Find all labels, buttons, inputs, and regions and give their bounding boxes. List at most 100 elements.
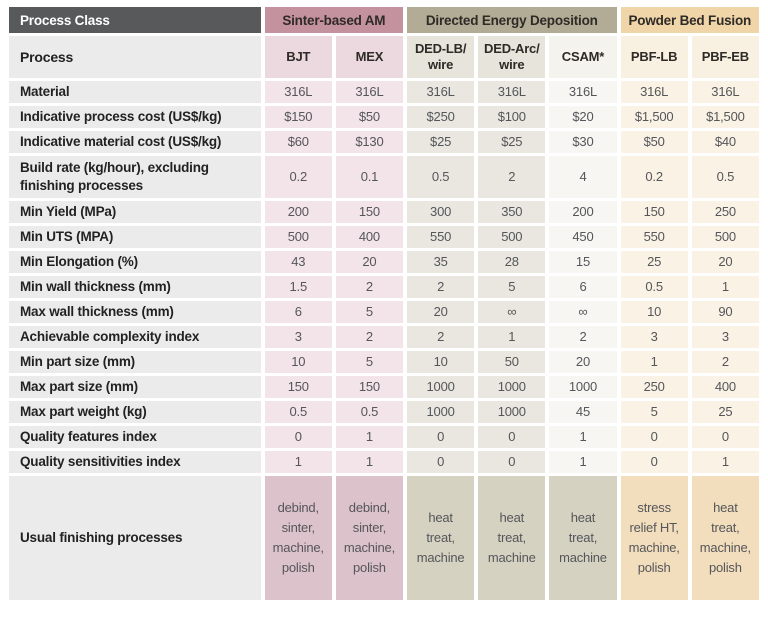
table-row-min-uts-mpa: Min UTS (MPA) 500 400 550 500 450 550 500 — [9, 226, 759, 248]
cell-material-csam: 316L — [549, 81, 617, 103]
process-row-label: Process — [9, 36, 261, 78]
cell-min-yield-mpa-pbf-eb: 250 — [691, 201, 759, 223]
cell-max-part-size-mm-ded-arc-wire: 1000 — [478, 376, 546, 398]
row-label-achievable-complexity-index: Achievable complexity index — [9, 326, 261, 348]
cell-max-part-weight-kg-mex: 0.5 — [335, 401, 404, 423]
cell-max-part-weight-kg-bjt: 0.5 — [264, 401, 332, 423]
row-label-build-rate-kg-hour-excluding-finishing-processes: Build rate (kg/hour), excluding finishin… — [9, 156, 261, 198]
cell-indicative-process-cost-us-kg-ded-arc-wire: $100 — [478, 106, 546, 128]
cell-quality-sensitivities-index-ded-arc-wire: 0 — [478, 451, 546, 473]
cell-min-wall-thickness-mm-mex: 2 — [335, 276, 404, 298]
cell-indicative-process-cost-us-kg-mex: $50 — [335, 106, 404, 128]
cell-min-uts-mpa-mex: 400 — [335, 226, 404, 248]
table-row-max-part-weight-kg: Max part weight (kg) 0.5 0.5 1000 1000 45 5 25 — [9, 401, 759, 423]
cell-min-part-size-mm-pbf-lb: 1 — [620, 351, 688, 373]
cell-usual-finishing-processes-bjt: debind, sinter, machine, polish — [264, 476, 332, 600]
finishing-row: Usual finishing processes debind, sinter,… — [9, 476, 759, 600]
cell-indicative-material-cost-us-kg-csam: $30 — [549, 131, 617, 153]
cell-min-uts-mpa-bjt: 500 — [264, 226, 332, 248]
cell-min-elongation-pbf-eb: 20 — [691, 251, 759, 273]
cell-min-yield-mpa-ded-lb-wire: 300 — [407, 201, 475, 223]
cell-min-yield-mpa-mex: 150 — [335, 201, 404, 223]
cell-min-part-size-mm-ded-lb-wire: 10 — [407, 351, 475, 373]
cell-min-wall-thickness-mm-csam: 6 — [549, 276, 617, 298]
cell-indicative-process-cost-us-kg-ded-lb-wire: $250 — [407, 106, 475, 128]
cell-min-elongation-ded-lb-wire: 35 — [407, 251, 475, 273]
cell-achievable-complexity-index-csam: 2 — [549, 326, 617, 348]
row-label-quality-sensitivities-index: Quality sensitivities index — [9, 451, 261, 473]
cell-max-part-weight-kg-csam: 45 — [549, 401, 617, 423]
cell-max-wall-thickness-mm-ded-arc-wire: ∞ — [478, 301, 546, 323]
cell-min-wall-thickness-mm-pbf-eb: 1 — [691, 276, 759, 298]
cell-max-part-size-mm-mex: 150 — [335, 376, 404, 398]
cell-quality-features-index-mex: 1 — [335, 426, 404, 448]
group-header-powder-bed-fusion: Powder Bed Fusion — [620, 7, 759, 33]
cell-material-ded-arc-wire: 316L — [478, 81, 546, 103]
group-header-sinter-based-am: Sinter-based AM — [264, 7, 404, 33]
cell-max-part-weight-kg-pbf-eb: 25 — [691, 401, 759, 423]
group-header-directed-energy-deposition: Directed Energy Deposition — [407, 7, 617, 33]
process-header-row: Process BJT MEX DED-LB/ wire DED-Arc/ wire C… — [9, 36, 759, 78]
cell-min-uts-mpa-pbf-lb: 550 — [620, 226, 688, 248]
cell-material-ded-lb-wire: 316L — [407, 81, 475, 103]
cell-min-uts-mpa-ded-arc-wire: 500 — [478, 226, 546, 248]
cell-usual-finishing-processes-mex: debind, sinter, machine, polish — [335, 476, 404, 600]
column-header-pbf-eb: PBF-EB — [691, 36, 759, 78]
cell-build-rate-kg-hour-excluding-finishing-processes-mex: 0.1 — [335, 156, 404, 198]
row-label-max-wall-thickness-mm: Max wall thickness (mm) — [9, 301, 261, 323]
cell-build-rate-kg-hour-excluding-finishing-processes-csam: 4 — [549, 156, 617, 198]
cell-quality-features-index-csam: 1 — [549, 426, 617, 448]
cell-max-wall-thickness-mm-pbf-eb: 90 — [691, 301, 759, 323]
row-label-usual-finishing-processes: Usual finishing processes — [9, 476, 261, 600]
cell-quality-sensitivities-index-mex: 1 — [335, 451, 404, 473]
cell-min-uts-mpa-pbf-eb: 500 — [691, 226, 759, 248]
cell-quality-sensitivities-index-pbf-lb: 0 — [620, 451, 688, 473]
cell-indicative-material-cost-us-kg-ded-arc-wire: $25 — [478, 131, 546, 153]
table-row-material: Material 316L 316L 316L 316L 316L 316L 316L — [9, 81, 759, 103]
cell-indicative-material-cost-us-kg-pbf-eb: $40 — [691, 131, 759, 153]
cell-indicative-process-cost-us-kg-pbf-eb: $1,500 — [691, 106, 759, 128]
cell-achievable-complexity-index-ded-arc-wire: 1 — [478, 326, 546, 348]
am-process-comparison-table: Process Class Sinter-based AM Directed En… — [5, 4, 763, 603]
cell-quality-sensitivities-index-pbf-eb: 1 — [691, 451, 759, 473]
cell-max-wall-thickness-mm-csam: ∞ — [549, 301, 617, 323]
cell-max-wall-thickness-mm-ded-lb-wire: 20 — [407, 301, 475, 323]
cell-achievable-complexity-index-pbf-eb: 3 — [691, 326, 759, 348]
cell-quality-sensitivities-index-bjt: 1 — [264, 451, 332, 473]
cell-achievable-complexity-index-pbf-lb: 3 — [620, 326, 688, 348]
cell-indicative-process-cost-us-kg-pbf-lb: $1,500 — [620, 106, 688, 128]
table-body: Material 316L 316L 316L 316L 316L 316L 316L Indi… — [9, 81, 759, 600]
row-label-indicative-process-cost-us-kg: Indicative process cost (US$/kg) — [9, 106, 261, 128]
cell-quality-sensitivities-index-csam: 1 — [549, 451, 617, 473]
cell-min-wall-thickness-mm-pbf-lb: 0.5 — [620, 276, 688, 298]
cell-min-elongation-pbf-lb: 25 — [620, 251, 688, 273]
cell-usual-finishing-processes-ded-arc-wire: heat treat, machine — [478, 476, 546, 600]
table-row-build-rate-kg-hour-excluding-finishing-processes: Build rate (kg/hour), excluding finishin… — [9, 156, 759, 198]
cell-usual-finishing-processes-pbf-eb: heat treat, machine, polish — [691, 476, 759, 600]
cell-quality-sensitivities-index-ded-lb-wire: 0 — [407, 451, 475, 473]
cell-quality-features-index-pbf-eb: 0 — [691, 426, 759, 448]
cell-max-part-size-mm-csam: 1000 — [549, 376, 617, 398]
column-header-csam: CSAM* — [549, 36, 617, 78]
cell-quality-features-index-ded-lb-wire: 0 — [407, 426, 475, 448]
table-row-min-part-size-mm: Min part size (mm) 10 5 10 50 20 1 2 — [9, 351, 759, 373]
cell-min-wall-thickness-mm-ded-lb-wire: 2 — [407, 276, 475, 298]
cell-max-part-weight-kg-ded-arc-wire: 1000 — [478, 401, 546, 423]
column-header-bjt: BJT — [264, 36, 332, 78]
cell-min-yield-mpa-csam: 200 — [549, 201, 617, 223]
cell-indicative-material-cost-us-kg-pbf-lb: $50 — [620, 131, 688, 153]
process-class-band-row: Process Class Sinter-based AM Directed En… — [9, 7, 759, 33]
cell-indicative-process-cost-us-kg-bjt: $150 — [264, 106, 332, 128]
cell-max-part-size-mm-pbf-lb: 250 — [620, 376, 688, 398]
cell-quality-features-index-pbf-lb: 0 — [620, 426, 688, 448]
cell-build-rate-kg-hour-excluding-finishing-processes-ded-lb-wire: 0.5 — [407, 156, 475, 198]
cell-max-wall-thickness-mm-bjt: 6 — [264, 301, 332, 323]
cell-min-part-size-mm-pbf-eb: 2 — [691, 351, 759, 373]
cell-min-part-size-mm-ded-arc-wire: 50 — [478, 351, 546, 373]
table-row-min-yield-mpa: Min Yield (MPa) 200 150 300 350 200 150 250 — [9, 201, 759, 223]
cell-min-elongation-mex: 20 — [335, 251, 404, 273]
table-row-quality-features-index: Quality features index 0 1 0 0 1 0 0 — [9, 426, 759, 448]
cell-max-part-size-mm-bjt: 150 — [264, 376, 332, 398]
table-row-min-wall-thickness-mm: Min wall thickness (mm) 1.5 2 2 5 6 0.5 1 — [9, 276, 759, 298]
